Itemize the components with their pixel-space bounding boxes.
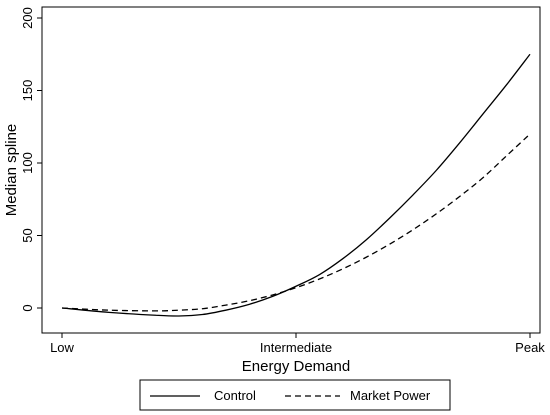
series-line-market-power — [61, 133, 531, 312]
x-axis: Low Intermediate Peak — [50, 333, 545, 355]
y-tick-label-50: 50 — [20, 228, 35, 242]
y-tick-label-100: 100 — [20, 152, 35, 174]
y-tick-label-0: 0 — [20, 304, 35, 311]
y-axis-title: Median spline — [3, 124, 20, 217]
y-tick-label-150: 150 — [20, 80, 35, 102]
x-tick-label-0: Low — [50, 340, 74, 355]
series-line-control — [61, 53, 531, 317]
y-axis: 0 50 100 150 200 — [20, 7, 42, 312]
legend-label-market-power: Market Power — [350, 388, 431, 403]
plot-area — [41, 6, 541, 334]
legend: Control Market Power — [139, 379, 451, 411]
x-tick-label-1: Intermediate — [260, 340, 332, 355]
x-tick-label-2: Peak — [515, 340, 545, 355]
series-layer — [61, 53, 531, 317]
y-tick-label-200: 200 — [20, 7, 35, 29]
legend-box — [139, 379, 451, 411]
legend-label-control: Control — [214, 388, 256, 403]
x-axis-title: Energy Demand — [242, 358, 350, 375]
